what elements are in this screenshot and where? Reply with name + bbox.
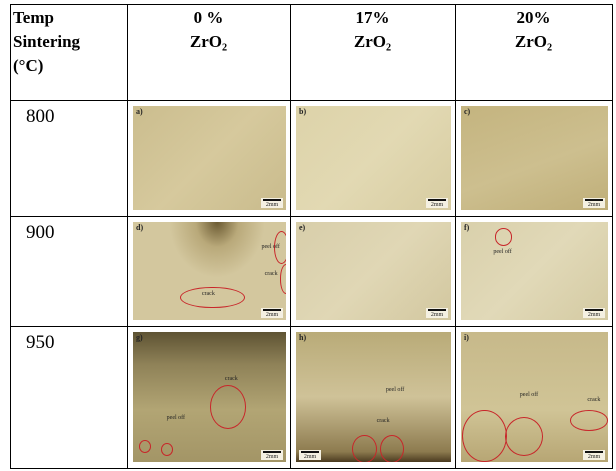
scale-bar: 2mm: [583, 198, 605, 208]
micrograph: i) peel off crack 2mm: [461, 332, 608, 462]
image-label: a): [136, 107, 143, 116]
grid-line: [10, 326, 613, 327]
header-text: 0 %: [127, 6, 290, 30]
header-text: ZrO₂: [127, 30, 290, 54]
scale-line: [428, 309, 446, 311]
header-text: 20%: [455, 6, 612, 30]
header-text: ZrO₂: [290, 30, 455, 54]
micrograph: b) 2mm: [296, 106, 451, 210]
annotation: peel off: [386, 387, 404, 393]
micrograph: g) peel off crack 2mm: [133, 332, 286, 462]
temperature: 950: [26, 332, 55, 354]
defect-outline: [505, 417, 543, 456]
micrograph: c) 2mm: [461, 106, 608, 210]
header-text: (°C): [13, 54, 80, 78]
scale-label: 2mm: [263, 312, 281, 318]
image-label: h): [299, 333, 306, 342]
header-cell: 17%ZrO₂: [290, 6, 455, 54]
scale-line: [263, 451, 281, 453]
grid-line: [10, 216, 613, 217]
defect-outline: [352, 435, 377, 462]
defect-outline: [570, 410, 608, 431]
image-label: f): [464, 223, 469, 232]
defect-outline: [139, 440, 151, 453]
grid-line: [10, 100, 613, 101]
scale-label: 2mm: [263, 202, 281, 208]
image-label: b): [299, 107, 306, 116]
micrograph: a) 2mm: [133, 106, 286, 210]
defect-outline: [280, 264, 286, 293]
scale-label: 2mm: [585, 202, 603, 208]
scale-label: 2mm: [428, 312, 446, 318]
header-text: Sintering: [13, 30, 80, 54]
grid-line: [10, 4, 11, 468]
annotation: crack: [265, 271, 278, 277]
annotation: crack: [587, 397, 600, 403]
image-label: c): [464, 107, 470, 116]
scale-line: [585, 199, 603, 201]
scale-label: 2mm: [428, 202, 446, 208]
scale-line: [301, 451, 319, 453]
annotation: crack: [202, 291, 215, 297]
header-text: 17%: [290, 6, 455, 30]
scale-bar: 2mm: [583, 450, 605, 460]
annotation: peel off: [493, 249, 511, 255]
scale-bar: 2mm: [426, 198, 448, 208]
scale-line: [585, 309, 603, 311]
grid-line: [10, 4, 613, 5]
grid-line: [127, 4, 128, 468]
scale-line: [263, 199, 281, 201]
scale-label: 2mm: [585, 454, 603, 460]
grid-line: [290, 4, 291, 468]
header-cell: 0 %ZrO₂: [127, 6, 290, 54]
annotation: peel off: [167, 415, 185, 421]
scale-label: 2mm: [263, 454, 281, 460]
micrograph: h) peel off crack 2mm: [296, 332, 451, 462]
scale-bar: 2mm: [299, 450, 321, 460]
temperature: 900: [26, 222, 55, 244]
image-label: g): [136, 333, 143, 342]
header-cell: 20%ZrO₂: [455, 6, 612, 54]
defect-outline: [210, 385, 247, 429]
defect-outline: [380, 435, 405, 462]
scale-bar: 2mm: [261, 198, 283, 208]
annotation: peel off: [262, 244, 280, 250]
defect-outline: [462, 410, 506, 462]
image-label: d): [136, 223, 143, 232]
scale-line: [263, 309, 281, 311]
grid-line: [612, 4, 613, 468]
scale-bar: 2mm: [426, 308, 448, 318]
image-label: i): [464, 333, 469, 342]
scale-label: 2mm: [585, 312, 603, 318]
scale-bar: 2mm: [261, 450, 283, 460]
page: TempSintering(°C)0 %ZrO₂17%ZrO₂20%ZrO₂80…: [0, 0, 616, 471]
scale-bar: 2mm: [583, 308, 605, 318]
defect-outline: [495, 228, 513, 246]
grid-line: [455, 4, 456, 468]
annotation: crack: [377, 418, 390, 424]
scale-label: 2mm: [301, 454, 319, 460]
micrograph: d) peel off crack crack 2mm: [133, 222, 286, 320]
temperature: 800: [26, 106, 55, 128]
annotation: crack: [225, 376, 238, 382]
header-text: Temp: [13, 6, 80, 30]
header-text: ZrO₂: [455, 30, 612, 54]
annotation: peel off: [520, 392, 538, 398]
grid-line: [10, 468, 613, 469]
scale-line: [585, 451, 603, 453]
micrograph: f) peel off 2mm: [461, 222, 608, 320]
defect-outline: [161, 443, 173, 456]
micrograph: e) 2mm: [296, 222, 451, 320]
scale-bar: 2mm: [261, 308, 283, 318]
image-label: e): [299, 223, 305, 232]
scale-line: [428, 199, 446, 201]
